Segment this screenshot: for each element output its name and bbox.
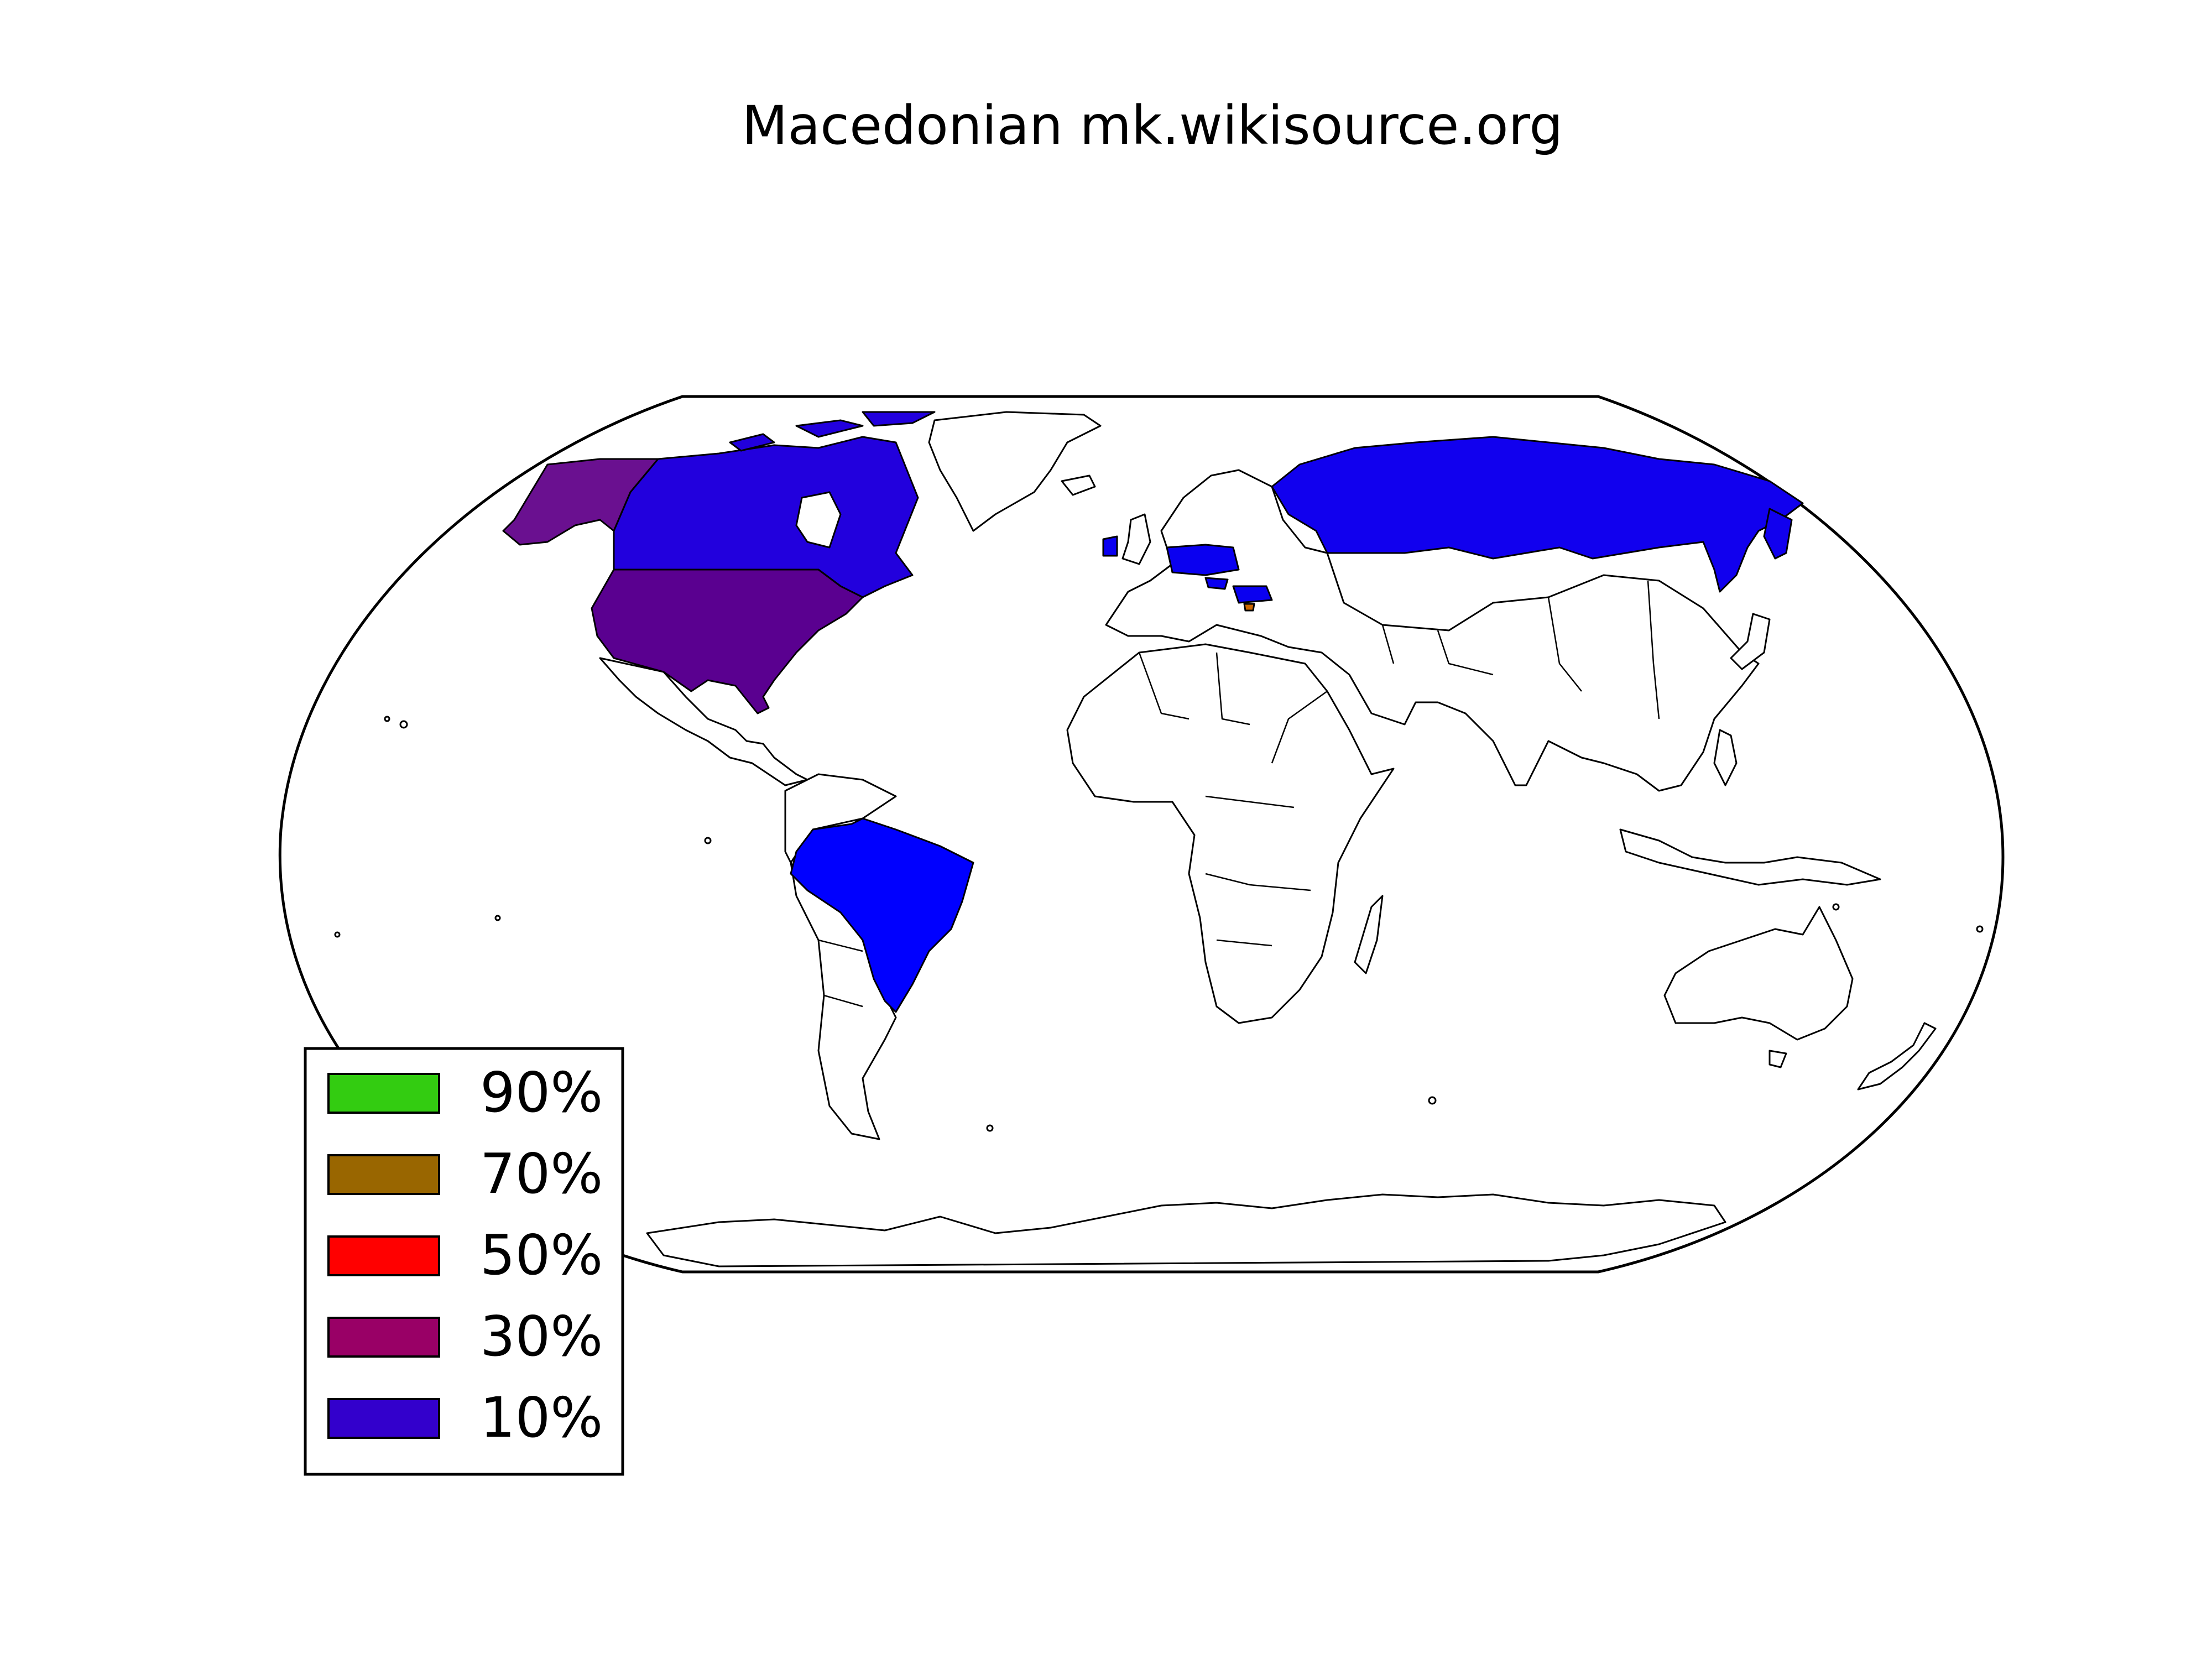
small-islands [334,716,1984,1132]
iceland [1061,474,1096,496]
shaded-countries [502,411,1804,1013]
country-borders [818,580,1660,1008]
philippines [1713,729,1738,786]
eurasia [1105,469,1760,792]
legend-swatch [327,1235,440,1276]
arctic-islands [729,411,936,452]
indonesia [1619,828,1881,886]
greenland [928,411,1102,532]
alaska [502,458,659,546]
legend-label: 70% [480,1141,603,1206]
kamchatka [1763,508,1793,560]
legend-label: 30% [480,1304,603,1369]
hudson-bay [795,491,842,549]
brazil [790,817,974,1013]
madagascar [1354,895,1384,974]
poland-germany [1166,544,1240,576]
macedonia [1243,603,1255,612]
legend-swatch [327,1398,440,1439]
japan [1730,613,1771,670]
mexico-central-america [599,657,808,786]
ireland [1102,535,1118,557]
great-britain [1121,513,1151,565]
russia [1271,436,1804,593]
legend: 90% 70% 50% 30% 10% [304,1047,624,1476]
australia [1663,906,1854,1041]
antarctica [646,1193,1726,1267]
legend-label: 50% [480,1223,603,1287]
united-states [591,568,864,714]
legend-swatch [327,1073,440,1114]
map-title: Macedonian mk.wikisource.org [742,95,1563,156]
africa [1066,643,1395,1024]
new-zealand [1857,1022,1937,1091]
legend-swatch [327,1154,440,1195]
tasmania [1768,1050,1787,1068]
legend-label: 10% [480,1385,603,1450]
legend-swatch [327,1317,440,1358]
continents [599,411,1937,1267]
hungary [1204,577,1229,590]
legend-label: 90% [480,1060,603,1125]
bulgaria [1232,585,1273,604]
